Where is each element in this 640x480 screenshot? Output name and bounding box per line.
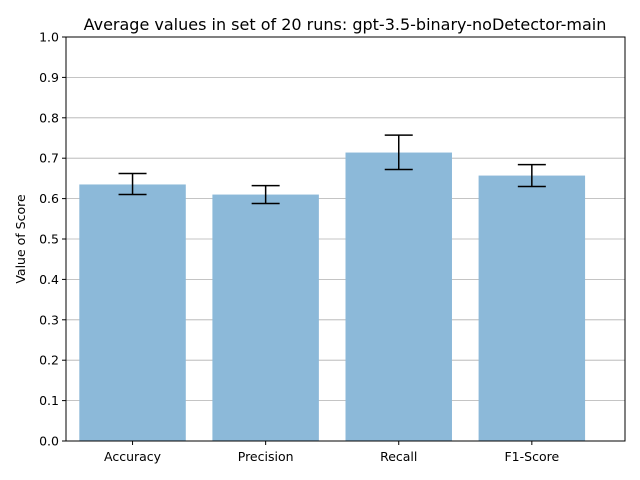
y-tick-label: 0.0: [39, 434, 59, 449]
bar-f1-score: [478, 175, 586, 441]
x-tick-label: F1-Score: [504, 449, 559, 464]
y-tick-label: 0.7: [39, 151, 59, 166]
y-tick-label: 0.8: [39, 110, 59, 125]
bar-accuracy: [79, 184, 186, 441]
y-tick-label: 0.1: [39, 393, 59, 408]
bar-precision: [212, 194, 319, 441]
x-tick-label: Accuracy: [104, 449, 162, 464]
bar-recall: [345, 152, 452, 441]
x-tick-label: Precision: [238, 449, 294, 464]
y-tick-label: 1.0: [39, 30, 59, 45]
chart-title: Average values in set of 20 runs: gpt-3.…: [84, 15, 607, 34]
y-tick-label: 0.4: [39, 272, 59, 287]
y-tick-label: 0.5: [39, 232, 59, 247]
x-axis-ticks: Accuracy Precision Recall F1-Score: [104, 441, 559, 464]
y-tick-label: 0.2: [39, 353, 59, 368]
y-tick-label: 0.3: [39, 312, 59, 327]
y-axis-ticks: 0.0 0.1 0.2 0.3 0.4 0.5 0.6 0.7 0.8 0.9 1.0: [39, 30, 66, 449]
bars: [79, 152, 586, 441]
y-axis-label: Value of Score: [13, 194, 28, 284]
y-tick-label: 0.6: [39, 191, 59, 206]
error-bars: [118, 134, 546, 205]
y-tick-label: 0.9: [39, 70, 59, 85]
x-tick-label: Recall: [380, 449, 417, 464]
